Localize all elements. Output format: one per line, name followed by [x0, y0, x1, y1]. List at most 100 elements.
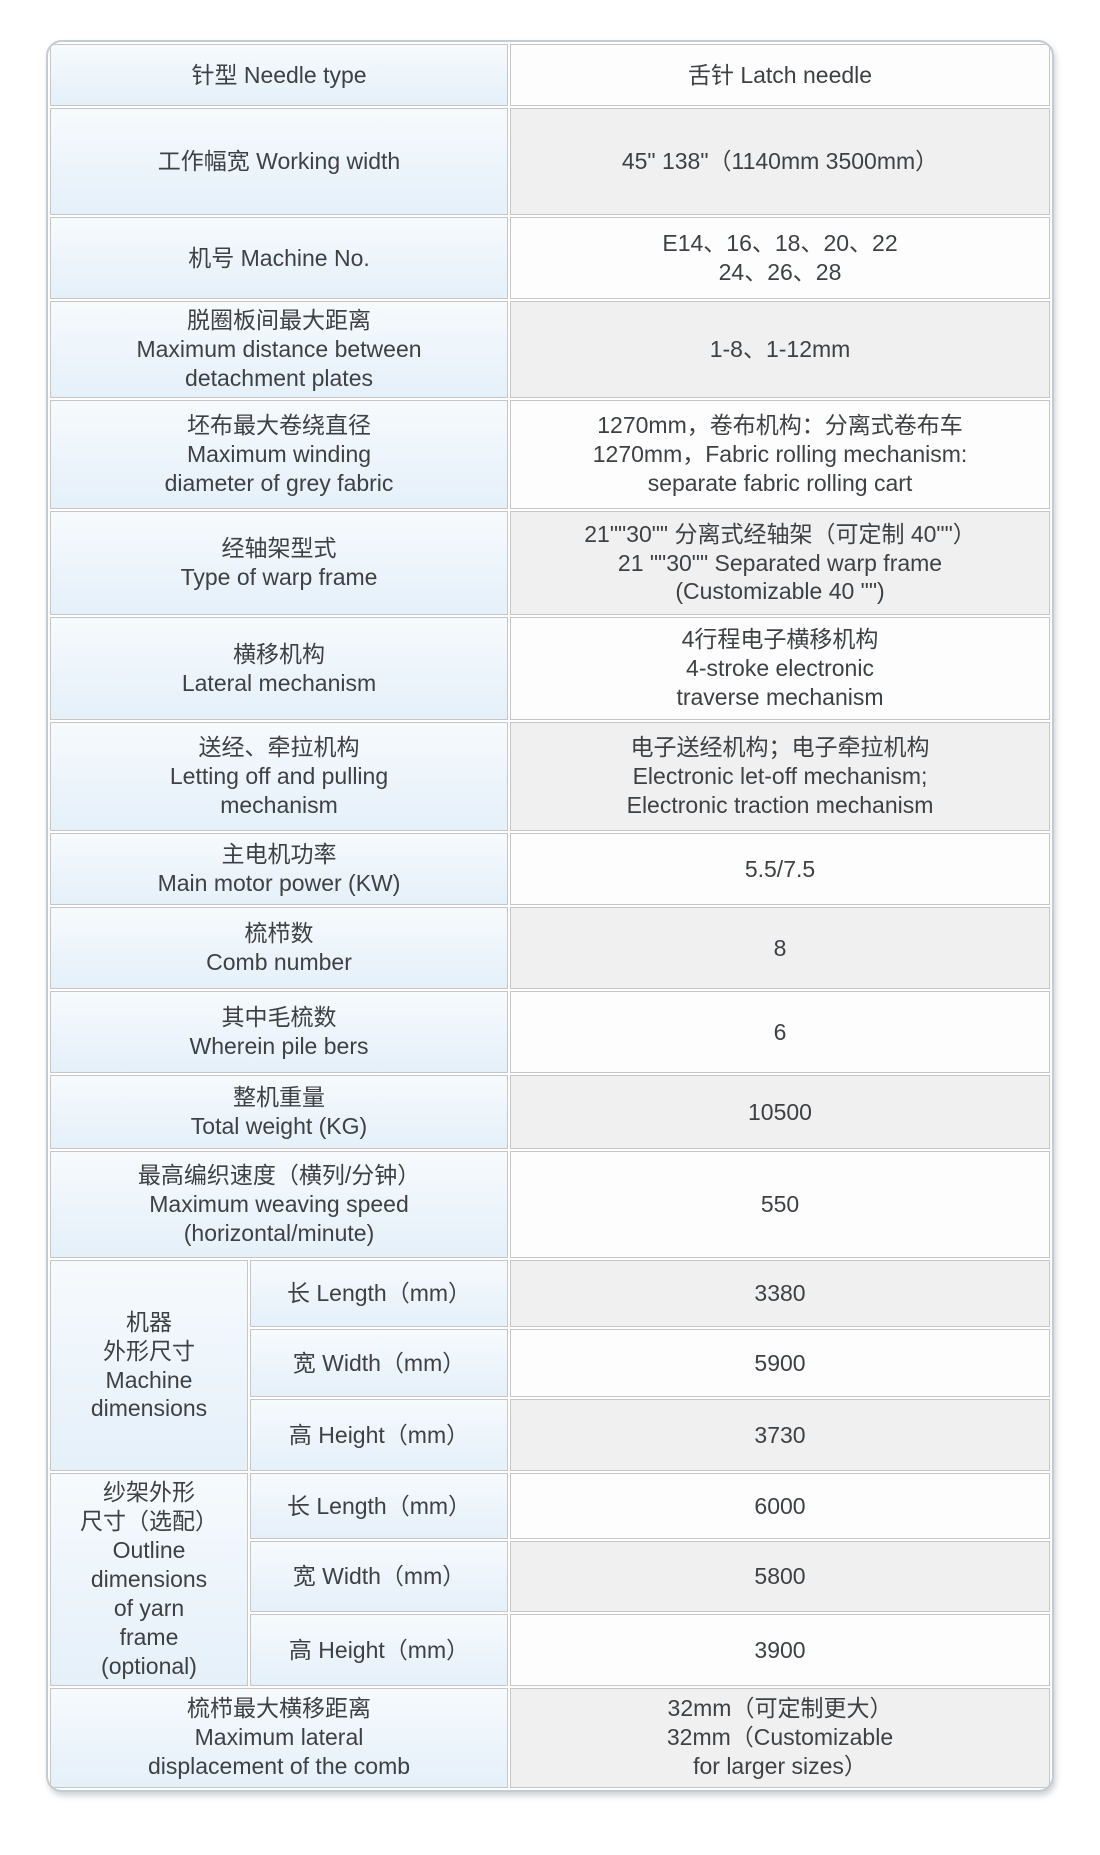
- cell-line: Maximum weaving speed: [149, 1191, 409, 1218]
- cell-line: 1270mm，Fabric rolling mechanism:: [592, 441, 968, 468]
- cell-line: 21""30"" 分离式经轴架（可定制 40""）: [584, 520, 976, 547]
- spec-value-cell: 5900: [510, 1329, 1050, 1397]
- cell-line: Comb number: [206, 949, 352, 975]
- cell-line: (optional): [101, 1652, 197, 1679]
- spec-row: 高 Height（mm） 3730: [50, 1399, 1050, 1471]
- spec-label-cell: 针型 Needle type: [50, 44, 509, 106]
- spec-value-cell: 550: [510, 1151, 1050, 1258]
- cell-line: 5.5/7.5: [744, 855, 816, 882]
- cell-line: 机器: [126, 1308, 172, 1335]
- spec-row: 宽 Width（mm） 5900: [50, 1329, 1050, 1397]
- cell-line: 其中毛梳数: [221, 1004, 337, 1031]
- cell-line: 梳栉最大横移距离: [187, 1695, 371, 1722]
- cell-line: 4行程电子横移机构: [681, 626, 879, 653]
- cell-line: 外形尺寸: [103, 1337, 195, 1364]
- spec-row: 高 Height（mm） 3900: [50, 1614, 1050, 1686]
- cell-line: Maximum distance between: [136, 336, 422, 363]
- spec-value-cell: 32mm（可定制更大） 32mm（Customizable for larger s…: [510, 1687, 1050, 1788]
- cell-line: 24、26、28: [718, 259, 842, 285]
- spec-label-cell: 工作幅宽 Working width: [50, 108, 509, 215]
- spec-row: 梳栉最大横移距离 Maximum lateral displacement of t…: [50, 1687, 1050, 1788]
- cell-line: Lateral mechanism: [181, 669, 377, 696]
- cell-line: displacement of the comb: [147, 1753, 411, 1780]
- cell-line: E14、16、18、20、22: [662, 230, 898, 257]
- spec-value-cell: 1-8、1-12mm: [510, 301, 1050, 398]
- spec-value-cell: 3730: [510, 1399, 1050, 1471]
- cell-line: (Customizable 40 ""): [675, 578, 885, 605]
- spec-row: 其中毛梳数 Wherein pile bers 6: [50, 991, 1050, 1073]
- spec-label-cell: 最高编织速度（横列/分钟） Maximum weaving speed (horiz…: [50, 1151, 509, 1258]
- spec-value-cell: 舌针 Latch needle: [510, 44, 1050, 106]
- cell-line: Wherein pile bers: [189, 1033, 369, 1059]
- cell-line: 工作幅宽 Working width: [157, 148, 401, 175]
- cell-line: Main motor power (KW): [157, 870, 401, 896]
- cell-line: 横移机构: [233, 640, 325, 667]
- cell-line: 4-stroke electronic: [686, 655, 874, 682]
- spec-label-cell: 梳栉数 Comb number: [50, 907, 509, 989]
- spec-value-cell: 电子送经机构；电子牵拉机构 Electronic let-off mechanis…: [510, 722, 1050, 831]
- cell-line: Electronic let-off mechanism;: [632, 763, 928, 790]
- cell-line: 电子送经机构；电子牵拉机构: [630, 734, 930, 761]
- spec-sublabel-cell: 高 Height（mm）: [250, 1614, 509, 1686]
- cell-line: for larger sizes）: [693, 1753, 867, 1780]
- spec-table: 针型 Needle type 舌针 Latch needle 工作幅宽 Workin…: [46, 40, 1054, 1792]
- cell-line: 45" 138"（1140mm 3500mm）: [621, 148, 939, 175]
- cell-line: 32mm（可定制更大）: [667, 1695, 893, 1722]
- cell-line: Letting off and pulling: [169, 763, 389, 790]
- cell-line: 坯布最大卷绕直径: [187, 412, 371, 439]
- spec-value-cell: 3380: [510, 1260, 1050, 1327]
- spec-row: 主电机功率 Main motor power (KW) 5.5/7.5: [50, 833, 1050, 905]
- spec-label-cell: 其中毛梳数 Wherein pile bers: [50, 991, 509, 1073]
- cell-line: dimensions: [90, 1395, 208, 1422]
- cell-line: 主电机功率: [221, 841, 337, 868]
- spec-sublabel-cell: 宽 Width（mm）: [250, 1541, 509, 1613]
- cell-line: mechanism: [220, 791, 338, 818]
- cell-line: 经轴架型式: [221, 535, 337, 562]
- cell-line: of yarn: [113, 1594, 185, 1621]
- spec-row: 经轴架型式 Type of warp frame 21""30"" 分离式经轴架（可…: [50, 511, 1050, 615]
- spec-value-cell: 3900: [510, 1614, 1050, 1686]
- spec-row: 最高编织速度（横列/分钟） Maximum weaving speed (horiz…: [50, 1151, 1050, 1258]
- cell-line: 32mm（Customizable: [666, 1724, 894, 1751]
- spec-label-cell: 坯布最大卷绕直径 Maximum winding diameter of grey …: [50, 400, 509, 509]
- cell-line: detachment plates: [185, 364, 373, 391]
- cell-line: diameter of grey fabric: [164, 469, 394, 496]
- spec-value-cell: 21""30"" 分离式经轴架（可定制 40""） 21 ""30"" Separ…: [510, 511, 1050, 615]
- cell-line: 梳栉数: [244, 920, 314, 947]
- spec-label-cell: 送经、牵拉机构 Letting off and pulling mechanism: [50, 722, 509, 831]
- cell-line: 最高编织速度（横列/分钟）: [137, 1162, 421, 1189]
- spec-value-cell: 5.5/7.5: [510, 833, 1050, 905]
- spec-value-cell: 4行程电子横移机构 4-stroke electronic traverse mec…: [510, 617, 1050, 720]
- cell-line: (horizontal/minute): [183, 1219, 375, 1246]
- cell-line: 机号 Machine No.: [188, 244, 370, 271]
- spec-row: 机号 Machine No. E14、16、18、20、22 24、26、28: [50, 217, 1050, 299]
- spec-row: 整机重量 Total weight (KG) 10500: [50, 1075, 1050, 1149]
- spec-row: 宽 Width（mm） 5800: [50, 1541, 1050, 1613]
- spec-row: 横移机构 Lateral mechanism 4行程电子横移机构 4-stroke e…: [50, 617, 1050, 720]
- cell-line: 1270mm，卷布机构：分离式卷布车: [597, 412, 963, 439]
- cell-line: 550: [760, 1191, 800, 1218]
- cell-line: Maximum lateral: [194, 1724, 364, 1751]
- spec-value-cell: E14、16、18、20、22 24、26、28: [510, 217, 1050, 299]
- spec-group-label-cell: 机器 外形尺寸 Machine dimensions: [50, 1260, 248, 1471]
- cell-line: Total weight (KG): [190, 1113, 368, 1139]
- spec-table-body: 针型 Needle type 舌针 Latch needle 工作幅宽 Workin…: [50, 44, 1050, 1788]
- spec-table-grid: 针型 Needle type 舌针 Latch needle 工作幅宽 Workin…: [48, 42, 1052, 1790]
- cell-line: 舌针 Latch needle: [687, 61, 873, 88]
- cell-line: Outline: [112, 1536, 186, 1563]
- cell-line: dimensions: [90, 1565, 208, 1592]
- spec-value-cell: 45" 138"（1140mm 3500mm）: [510, 108, 1050, 215]
- spec-row: 针型 Needle type 舌针 Latch needle: [50, 44, 1050, 106]
- cell-line: 送经、牵拉机构: [198, 734, 360, 761]
- spec-row: 机器 外形尺寸 Machine dimensions 长 Length（mm） 3380: [50, 1260, 1050, 1471]
- cell-line: separate fabric rolling cart: [647, 469, 913, 496]
- cell-line: 针型 Needle type: [191, 61, 367, 88]
- spec-row: 坯布最大卷绕直径 Maximum winding diameter of grey …: [50, 400, 1050, 509]
- spec-label-cell: 机号 Machine No.: [50, 217, 509, 299]
- spec-sublabel-cell: 长 Length（mm）: [250, 1473, 509, 1540]
- cell-line: traverse mechanism: [676, 683, 884, 710]
- spec-row: 送经、牵拉机构 Letting off and pulling mechanism 电…: [50, 722, 1050, 831]
- spec-label-cell: 主电机功率 Main motor power (KW): [50, 833, 509, 905]
- spec-row: 脱圈板间最大距离 Maximum distance between detachme…: [50, 301, 1050, 398]
- cell-line: 6: [773, 1018, 787, 1045]
